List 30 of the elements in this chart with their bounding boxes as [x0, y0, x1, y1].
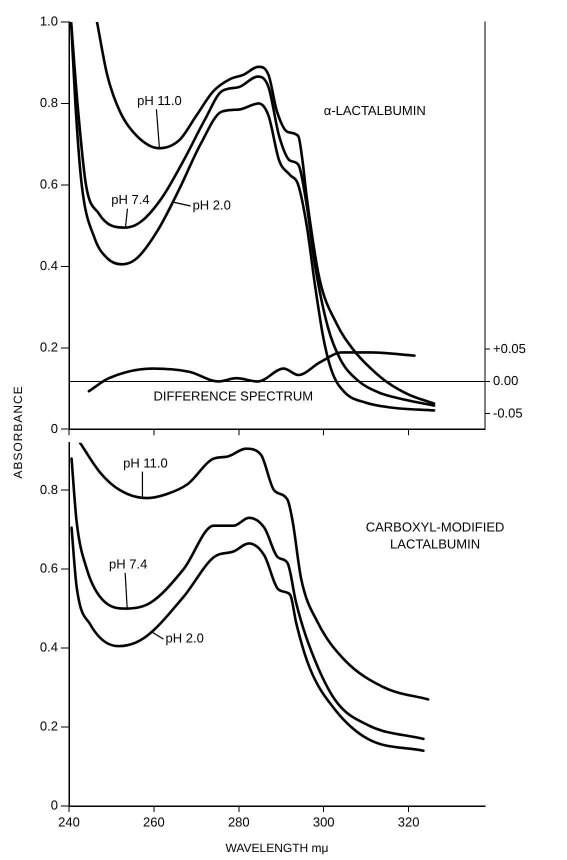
series-label: pH 7.4 — [109, 556, 148, 572]
y-tick-label: 0 — [50, 420, 58, 436]
x-tick-label: 280 — [228, 814, 250, 830]
text: CARBOXYL-MODIFIED LACTALBUMIN — [366, 520, 504, 552]
x-axis-title: WAVELENGTH mμ — [226, 841, 329, 856]
y2-tick-label: +0.05 — [493, 340, 526, 356]
x-tick-label: 240 — [58, 814, 80, 830]
series-label: DIFFERENCE SPECTRUM — [154, 388, 314, 404]
y2-tick-label: -0.05 — [493, 405, 523, 420]
y-tick-label: 0.4 — [40, 640, 58, 655]
y-tick-label: 0.8 — [40, 482, 58, 497]
y-tick-label: 0 — [50, 798, 58, 813]
y-tick-label: 0.8 — [40, 95, 58, 110]
series-label: pH 11.0 — [123, 455, 168, 470]
text: α-LACTALBUMIN — [324, 103, 426, 118]
series-label: pH 7.4 — [111, 192, 150, 208]
legend-label: pH 2.0 — [192, 198, 231, 213]
y-axis-title: ABSORBANCE — [11, 385, 25, 479]
series-label: pH 11.0 — [137, 92, 182, 108]
x-tick-label: 300 — [312, 814, 335, 830]
y-tick-label: 0.2 — [40, 339, 58, 354]
y-tick-label: 0.4 — [40, 258, 58, 273]
x-tick-label: 260 — [143, 814, 165, 830]
y-tick-label: 0.2 — [40, 718, 58, 734]
y-tick-label: 0.6 — [40, 560, 58, 576]
legend-label: pH 2.0 — [166, 630, 204, 646]
x-tick-label: 320 — [398, 814, 420, 830]
y2-tick-label: 0.00 — [493, 373, 518, 388]
y-tick-label: 1.0 — [40, 14, 58, 29]
y-tick-label: 0.6 — [40, 176, 58, 192]
